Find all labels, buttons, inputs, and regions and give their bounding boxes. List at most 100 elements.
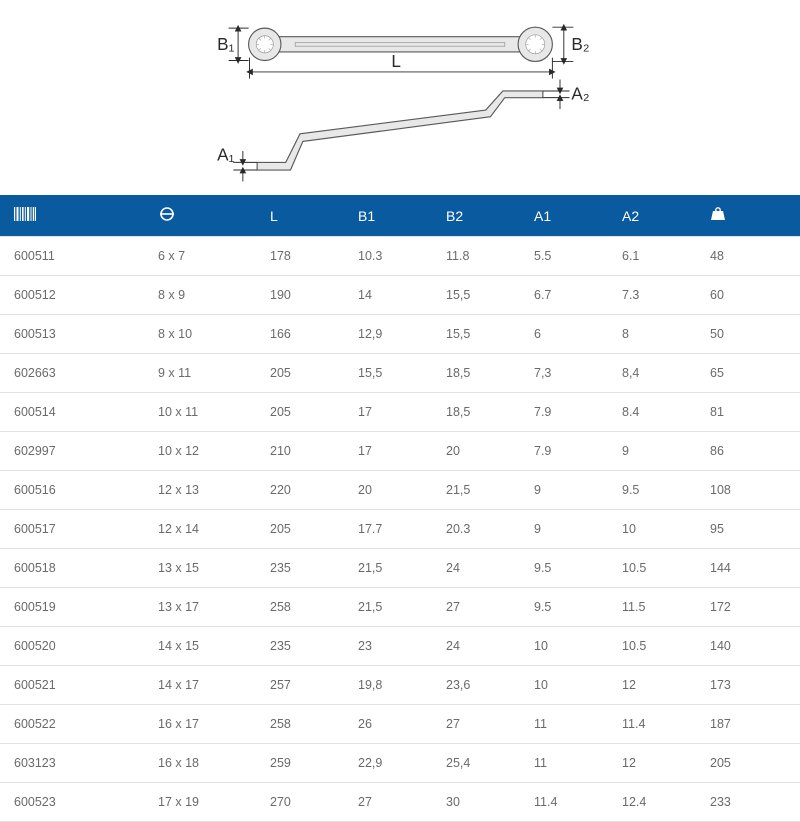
cell-L: 190 <box>256 276 344 315</box>
cell-weight: 172 <box>696 588 800 627</box>
cell-A2: 10 <box>608 510 696 549</box>
cell-A2: 11.5 <box>608 588 696 627</box>
cell-B1: 19,8 <box>344 666 432 705</box>
cell-A1: 11 <box>520 744 608 783</box>
cell-weight: 187 <box>696 705 800 744</box>
cell-size: 13 x 15 <box>144 549 256 588</box>
diagram-svg: B₁ B₂ L A₁ A₂ <box>200 8 600 193</box>
cell-L: 257 <box>256 666 344 705</box>
cell-code: 600511 <box>0 237 144 276</box>
cell-size: 12 x 14 <box>144 510 256 549</box>
cell-A2: 7.3 <box>608 276 696 315</box>
wrench-top-view: B₁ B₂ L <box>217 27 589 78</box>
cell-L: 178 <box>256 237 344 276</box>
cell-B1: 21,5 <box>344 549 432 588</box>
cell-L: 270 <box>256 783 344 822</box>
col-header-A1: A1 <box>520 195 608 237</box>
cell-B2: 18,5 <box>432 354 520 393</box>
table-row: 60051913 x 1725821,5279.511.5172 <box>0 588 800 627</box>
cell-weight: 173 <box>696 666 800 705</box>
cell-size: 14 x 17 <box>144 666 256 705</box>
cell-B2: 27 <box>432 588 520 627</box>
wrench-dimension-diagram: B₁ B₂ L A₁ A₂ <box>0 0 800 195</box>
cell-size: 14 x 15 <box>144 627 256 666</box>
cell-L: 205 <box>256 393 344 432</box>
barcode-icon <box>14 209 36 224</box>
cell-B2: 20.3 <box>432 510 520 549</box>
cell-size: 16 x 17 <box>144 705 256 744</box>
cell-A1: 10 <box>520 627 608 666</box>
cell-code: 600521 <box>0 666 144 705</box>
label-l: L <box>391 51 401 71</box>
cell-A1: 6 <box>520 315 608 354</box>
cell-weight: 86 <box>696 432 800 471</box>
size-icon <box>158 209 176 224</box>
cell-size: 16 x 18 <box>144 744 256 783</box>
cell-B1: 12,9 <box>344 315 432 354</box>
cell-weight: 65 <box>696 354 800 393</box>
cell-L: 166 <box>256 315 344 354</box>
cell-code: 600513 <box>0 315 144 354</box>
cell-A1: 11.4 <box>520 783 608 822</box>
cell-A2: 10.5 <box>608 627 696 666</box>
label-b2: B₂ <box>571 34 589 54</box>
cell-size: 10 x 12 <box>144 432 256 471</box>
cell-A2: 10.5 <box>608 549 696 588</box>
cell-B2: 15,5 <box>432 315 520 354</box>
cell-code: 603123 <box>0 744 144 783</box>
cell-B1: 21,5 <box>344 588 432 627</box>
cell-A2: 9.5 <box>608 471 696 510</box>
cell-A2: 6.1 <box>608 237 696 276</box>
cell-A1: 9.5 <box>520 549 608 588</box>
cell-size: 12 x 13 <box>144 471 256 510</box>
cell-B2: 30 <box>432 783 520 822</box>
cell-weight: 108 <box>696 471 800 510</box>
cell-code: 602663 <box>0 354 144 393</box>
table-row: 6005128 x 91901415,56.77.360 <box>0 276 800 315</box>
cell-B2: 24 <box>432 627 520 666</box>
cell-A2: 11.4 <box>608 705 696 744</box>
cell-B1: 15,5 <box>344 354 432 393</box>
table-row: 60051712 x 1420517.720.391095 <box>0 510 800 549</box>
cell-A1: 7,3 <box>520 354 608 393</box>
cell-B2: 11.8 <box>432 237 520 276</box>
cell-B1: 14 <box>344 276 432 315</box>
table-row: 60052014 x 1523523241010.5140 <box>0 627 800 666</box>
table-row: 60051813 x 1523521,5249.510.5144 <box>0 549 800 588</box>
cell-A1: 5.5 <box>520 237 608 276</box>
weight-icon <box>710 209 726 224</box>
cell-size: 13 x 17 <box>144 588 256 627</box>
col-header-code <box>0 195 144 237</box>
cell-size: 17 x 19 <box>144 783 256 822</box>
cell-B2: 23,6 <box>432 666 520 705</box>
cell-B2: 21,5 <box>432 471 520 510</box>
cell-A2: 12 <box>608 666 696 705</box>
cell-weight: 140 <box>696 627 800 666</box>
spec-table-container: LB1B2A1A2 6005116 x 717810.311.85.56.148… <box>0 195 800 822</box>
cell-L: 258 <box>256 705 344 744</box>
cell-A2: 8 <box>608 315 696 354</box>
cell-L: 235 <box>256 627 344 666</box>
cell-L: 205 <box>256 354 344 393</box>
cell-B2: 24 <box>432 549 520 588</box>
cell-weight: 60 <box>696 276 800 315</box>
cell-B1: 27 <box>344 783 432 822</box>
cell-A1: 11 <box>520 705 608 744</box>
cell-A2: 8.4 <box>608 393 696 432</box>
cell-A2: 8,4 <box>608 354 696 393</box>
cell-A2: 12 <box>608 744 696 783</box>
cell-weight: 81 <box>696 393 800 432</box>
cell-L: 205 <box>256 510 344 549</box>
table-row: 60051612 x 132202021,599.5108 <box>0 471 800 510</box>
cell-B1: 17 <box>344 393 432 432</box>
table-row: 6026639 x 1120515,518,57,38,465 <box>0 354 800 393</box>
table-row: 60052114 x 1725719,823,61012173 <box>0 666 800 705</box>
cell-B2: 20 <box>432 432 520 471</box>
cell-A1: 9 <box>520 471 608 510</box>
cell-code: 600518 <box>0 549 144 588</box>
cell-A2: 12.4 <box>608 783 696 822</box>
cell-B2: 27 <box>432 705 520 744</box>
cell-B1: 17 <box>344 432 432 471</box>
cell-code: 600520 <box>0 627 144 666</box>
table-body: 6005116 x 717810.311.85.56.1486005128 x … <box>0 237 800 822</box>
